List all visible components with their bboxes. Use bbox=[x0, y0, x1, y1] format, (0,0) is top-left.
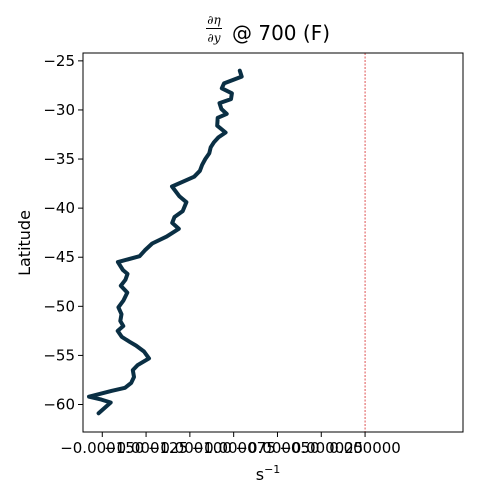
x-tick-label: −0.000150 bbox=[60, 439, 144, 457]
series-line-0 bbox=[87, 68, 244, 416]
y-tick-label: −25 bbox=[43, 52, 75, 70]
y-axis-label: Latitude bbox=[15, 210, 34, 276]
y-tick-label: −55 bbox=[43, 346, 75, 364]
y-tick-label: −60 bbox=[43, 396, 75, 414]
x-tick-label: −0.000025 bbox=[279, 439, 363, 457]
title-text: @ 700 (F) bbox=[232, 21, 330, 45]
plot-frame bbox=[82, 52, 464, 433]
y-tick-label: −35 bbox=[43, 150, 75, 168]
x-tick-label: 0.000000 bbox=[329, 439, 401, 457]
plot-area: −0.000150−0.000125−0.000100−0.000075−0.0… bbox=[43, 52, 464, 457]
x-tick-label: −0.000050 bbox=[235, 439, 319, 457]
chart-title: ∂η ∂y @ 700 (F) bbox=[206, 13, 330, 45]
y-tick-label: −30 bbox=[43, 101, 75, 119]
x-tick-label: −0.000075 bbox=[192, 439, 276, 457]
y-tick-label: −50 bbox=[43, 297, 75, 315]
title-frac-top: ∂η bbox=[207, 13, 221, 27]
x-axis-label: s−1 bbox=[256, 463, 281, 484]
x-tick-label: −0.000100 bbox=[148, 439, 232, 457]
y-tick-label: −45 bbox=[43, 248, 75, 266]
title-frac-bottom: ∂y bbox=[208, 31, 221, 45]
y-tick-label: −40 bbox=[43, 199, 75, 217]
x-tick-label: −0.000125 bbox=[104, 439, 188, 457]
